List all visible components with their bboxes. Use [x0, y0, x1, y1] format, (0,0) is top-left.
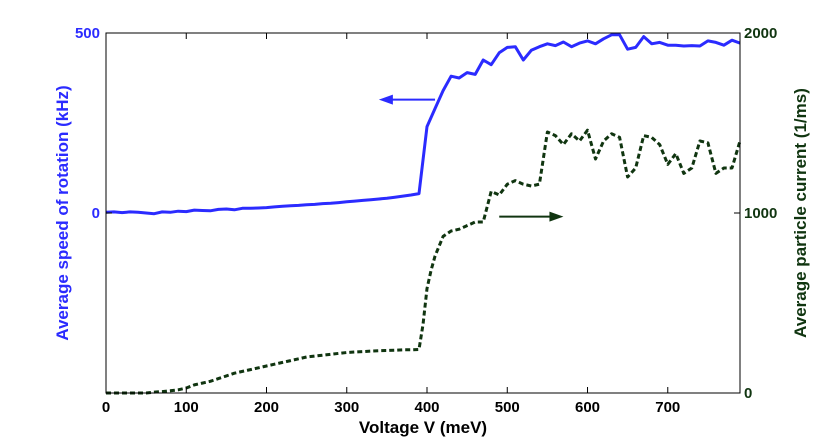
series-line-left: [105, 33, 741, 216]
arrow-right-head: [549, 211, 564, 222]
y-left-tick-label: 0: [92, 205, 100, 222]
x-axis-title: Voltage V (meV): [359, 418, 487, 437]
x-tick-label: 100: [174, 399, 199, 416]
y-right-tick-label: 2000: [744, 25, 777, 42]
x-tick-label: 700: [655, 399, 680, 416]
x-tick-label: 300: [334, 399, 359, 416]
y-left-axis-title: Average speed of rotation (kHz): [53, 85, 72, 340]
y-left-tick-label: 500: [75, 25, 100, 42]
x-ticks: 0 100 200 300 400 500 600 700: [102, 33, 680, 416]
y-right-tick-label: 0: [744, 385, 752, 402]
y-left-ticks: 0 500: [75, 25, 112, 222]
arrows-group: [378, 94, 564, 222]
series-group: [105, 33, 742, 395]
arrow-left-head: [378, 94, 393, 105]
y-right-tick-label: 1000: [744, 205, 777, 222]
x-tick-label: 500: [495, 399, 520, 416]
plot-area: [106, 33, 740, 393]
y-right-ticks: 0 1000 2000: [734, 25, 777, 402]
x-tick-label: 0: [102, 399, 110, 416]
x-tick-label: 200: [254, 399, 279, 416]
x-tick-label: 400: [414, 399, 439, 416]
x-tick-label: 600: [575, 399, 600, 416]
y-right-axis-title: Average particle current (1/ms): [791, 88, 810, 338]
series-line-right: [106, 128, 742, 395]
